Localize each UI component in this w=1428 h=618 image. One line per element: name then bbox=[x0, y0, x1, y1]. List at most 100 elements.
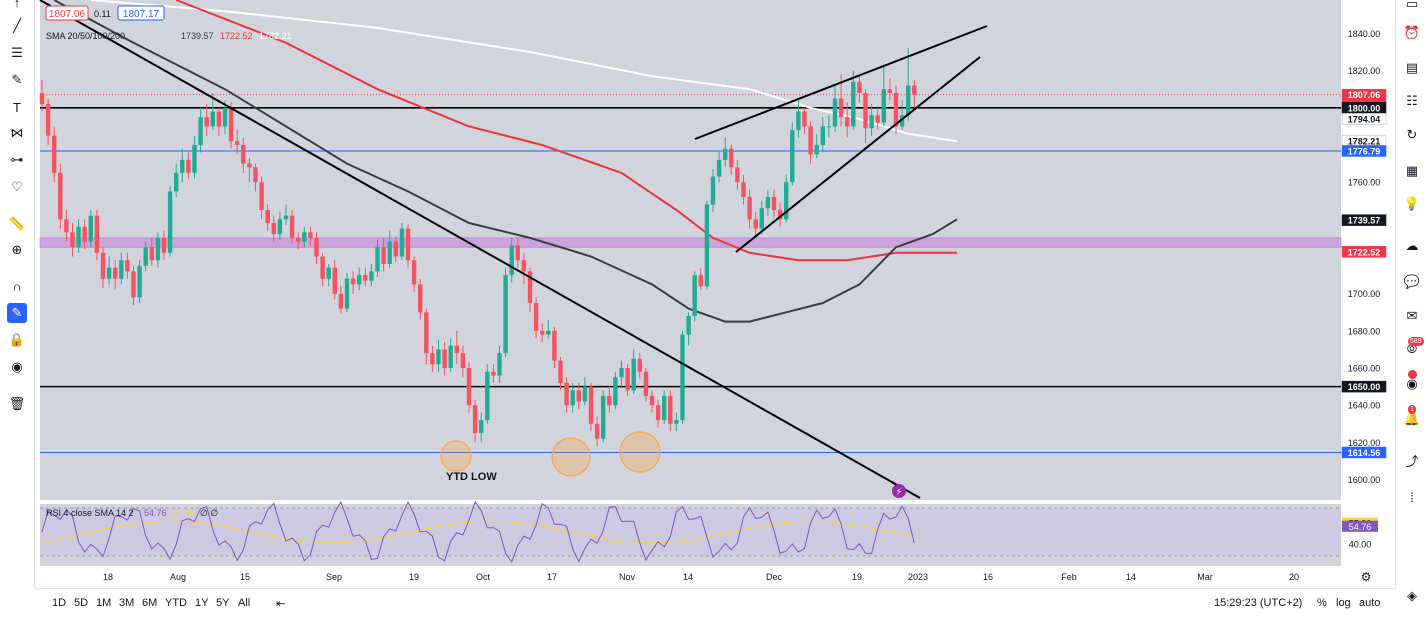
chat-icon[interactable]: ☁ bbox=[1405, 238, 1419, 253]
candle bbox=[747, 189, 752, 229]
candle bbox=[680, 330, 685, 424]
bell-icon[interactable]: 🔔 bbox=[1403, 411, 1421, 426]
candle-body bbox=[228, 107, 234, 142]
candle-body bbox=[332, 267, 337, 294]
ytd-low-circle-0[interactable] bbox=[440, 440, 472, 472]
price-axis[interactable]: 1860.001840.001820.001780.001760.001700.… bbox=[1341, 0, 1387, 550]
layers-icon[interactable]: ◈ bbox=[1407, 588, 1417, 603]
rsi-legend-label[interactable]: RSI 4 close SMA 14 2 bbox=[46, 508, 134, 518]
eye-icon[interactable]: ◉ bbox=[11, 359, 23, 374]
auto-toggle[interactable]: auto bbox=[1359, 597, 1381, 609]
candle-body bbox=[863, 92, 868, 129]
candle-body bbox=[533, 302, 539, 331]
lock-drawing-icon[interactable]: ✎ bbox=[7, 303, 27, 323]
candle-body bbox=[375, 247, 380, 272]
percent-toggle[interactable]: % bbox=[1317, 597, 1327, 609]
calendar-icon[interactable]: ▦ bbox=[1405, 163, 1419, 178]
heart-icon[interactable]: ♡ bbox=[11, 179, 23, 194]
gear-icon[interactable]: ⚙ bbox=[1361, 570, 1372, 584]
news-icon[interactable]: ☷ bbox=[1406, 93, 1418, 108]
candle bbox=[820, 117, 825, 153]
date-range-icon[interactable]: ⇤ bbox=[276, 598, 286, 610]
candle-body bbox=[637, 358, 642, 372]
tf-1y[interactable]: 1Y bbox=[195, 597, 209, 609]
price-box-1-text: 1807.06 bbox=[49, 9, 86, 20]
candle-body bbox=[686, 315, 691, 335]
trend-line-icon[interactable]: ╱ bbox=[13, 18, 21, 33]
text-icon[interactable]: T bbox=[13, 99, 21, 115]
price-box-2[interactable] bbox=[117, 5, 165, 21]
candle-body bbox=[155, 237, 161, 261]
wedge-lower-line[interactable] bbox=[735, 56, 981, 253]
magnet-icon[interactable]: ∩ bbox=[12, 278, 22, 294]
candle bbox=[741, 174, 746, 205]
tf-1m[interactable]: 1M bbox=[96, 597, 112, 609]
candle-body bbox=[521, 260, 527, 272]
dots-icon[interactable]: ⁞ bbox=[1410, 489, 1414, 505]
tf-6m[interactable]: 6M bbox=[142, 597, 158, 609]
candle bbox=[320, 252, 325, 287]
candle-body bbox=[485, 371, 490, 421]
brush-icon[interactable]: ✎ bbox=[11, 72, 23, 87]
tf-1d[interactable]: 1D bbox=[52, 597, 67, 609]
notification-badge-dot bbox=[1408, 370, 1417, 379]
trash-icon[interactable]: 🗑 bbox=[8, 396, 26, 411]
ytd-low-circles[interactable] bbox=[440, 431, 661, 477]
tf-all[interactable]: All bbox=[238, 597, 251, 609]
ruler-icon[interactable]: 📏 bbox=[8, 216, 26, 231]
clock-text[interactable]: 15:29:23 (UTC+2) bbox=[1214, 597, 1303, 609]
pattern-icon[interactable]: ⋈ bbox=[10, 125, 24, 140]
candle-body bbox=[180, 159, 185, 173]
messages-icon[interactable]: 💬 bbox=[1403, 274, 1421, 289]
candle-body bbox=[802, 111, 807, 127]
prediction-icon[interactable]: ⊶ bbox=[10, 152, 24, 167]
cursor-icon[interactable]: ↑ bbox=[13, 0, 21, 10]
idea-icon[interactable]: 💡 bbox=[1403, 196, 1421, 211]
candle-body bbox=[668, 395, 673, 424]
lock-icon[interactable]: 🔒 bbox=[8, 332, 26, 347]
candle-body bbox=[887, 89, 893, 93]
tf-3m[interactable]: 3M bbox=[119, 597, 135, 609]
price-label-text-7: 1650.00 bbox=[1348, 382, 1381, 392]
chart-area[interactable]: YTD LOW ⚡ 1860.001840.001820.001780.0017… bbox=[0, 0, 1396, 588]
sma-legend-label[interactable]: SMA 20/50/100/200 bbox=[46, 31, 125, 41]
candle bbox=[381, 237, 386, 272]
price-label-text-5: 1739.57 bbox=[1348, 216, 1381, 226]
candle-body bbox=[570, 390, 575, 406]
tf-ytd[interactable]: YTD bbox=[165, 597, 187, 609]
candle-body bbox=[491, 371, 496, 376]
candle bbox=[289, 210, 295, 244]
candle-body bbox=[174, 172, 179, 192]
stream-icon[interactable]: ⦾ bbox=[1406, 341, 1418, 356]
tf-5d[interactable]: 5D bbox=[74, 597, 89, 609]
downtrend-line[interactable] bbox=[39, 0, 921, 499]
data-window-icon[interactable]: ▤ bbox=[1405, 60, 1419, 75]
lightning-marker[interactable] bbox=[892, 484, 906, 498]
left-toolbar: ↑ ╱ ☰ ✎ T ⋈ ⊶ ♡ 📏 ⊕ ∩ ✎ 🔒 ◉ 🗑 bbox=[0, 0, 35, 617]
candle-body bbox=[723, 148, 728, 160]
candle-body bbox=[357, 275, 362, 285]
candle bbox=[729, 144, 734, 175]
log-toggle[interactable]: log bbox=[1336, 597, 1351, 609]
watchlist-icon[interactable]: ▭ bbox=[1405, 0, 1419, 11]
fib-icon[interactable]: ☰ bbox=[11, 45, 23, 60]
candle-body bbox=[381, 247, 386, 264]
trend-icon[interactable]: ⤴ bbox=[1405, 453, 1419, 469]
notes-icon[interactable]: ✉ bbox=[1406, 308, 1418, 323]
price-box-1[interactable] bbox=[45, 5, 89, 21]
drawings-layer[interactable] bbox=[39, 0, 988, 499]
candle-body bbox=[845, 117, 850, 127]
ytd-low-circle-1[interactable] bbox=[551, 437, 591, 477]
candle-body bbox=[814, 144, 819, 155]
candle bbox=[631, 349, 636, 395]
ytd-low-circle-2[interactable] bbox=[619, 431, 661, 473]
broadcast-icon[interactable]: ◉ bbox=[1406, 376, 1418, 391]
alert-clock-icon[interactable]: ⏰ bbox=[1403, 25, 1421, 40]
wedge-upper-line[interactable] bbox=[694, 25, 988, 140]
candle bbox=[601, 390, 606, 443]
tf-5y[interactable]: 5Y bbox=[216, 597, 230, 609]
refresh-icon[interactable]: ↻ bbox=[1406, 127, 1418, 142]
candle-body bbox=[52, 135, 57, 173]
time-axis[interactable]: 18 Aug 15 Sep 19 Oct 17 Nov 14 Dec 19 2023 16 Feb 14 Ma… bbox=[103, 572, 1299, 582]
zoom-icon[interactable]: ⊕ bbox=[11, 242, 23, 257]
